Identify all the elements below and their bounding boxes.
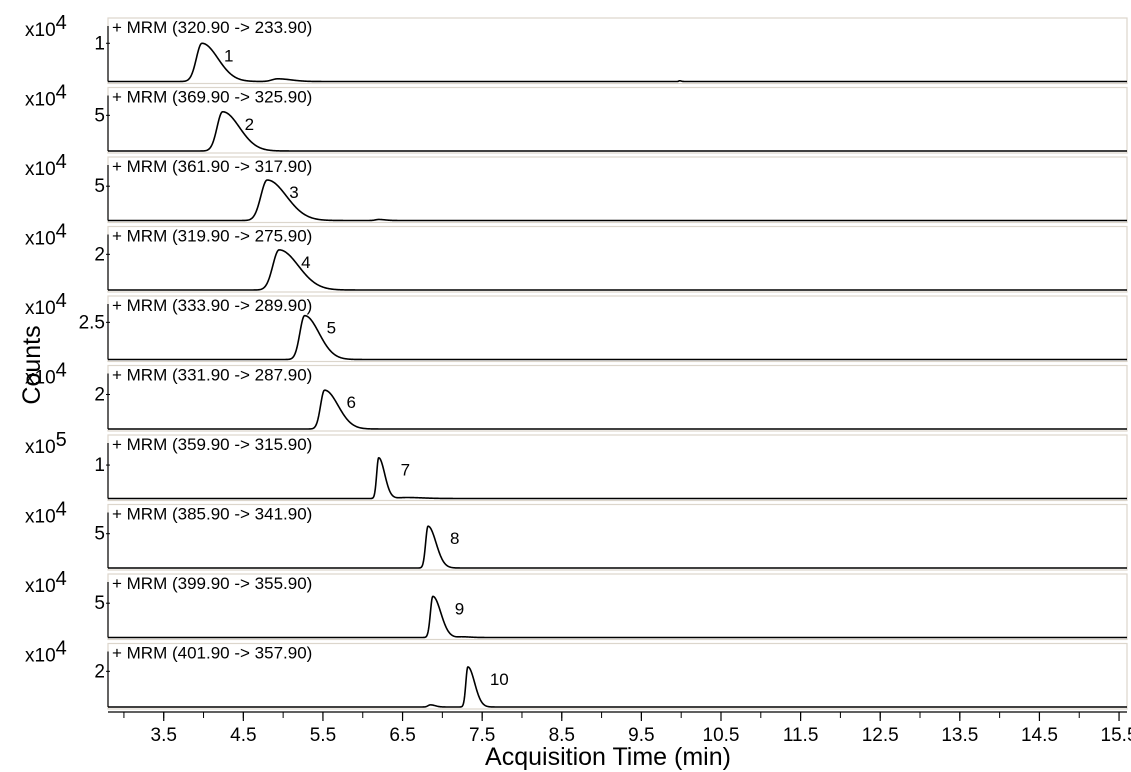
panel-exponent-label: x104 bbox=[25, 638, 67, 667]
panel-y-tick-label: 2 bbox=[94, 384, 105, 405]
peak-label: 3 bbox=[289, 183, 298, 202]
peak-label: 5 bbox=[327, 319, 336, 338]
x-tick-label: 8.5 bbox=[549, 725, 575, 746]
exponent-base: x10 bbox=[25, 646, 56, 667]
x-tick-label: 7.5 bbox=[469, 725, 495, 746]
chromatogram-trace bbox=[107, 42, 1128, 83]
panel-exponent-label: x105 bbox=[25, 429, 67, 458]
panel-title: + MRM (361.90 -> 317.90) bbox=[112, 157, 312, 176]
x-tick-label: 14.5 bbox=[1021, 725, 1058, 746]
x-tick-label: 11.5 bbox=[783, 725, 819, 746]
x-axis-label: Acquisition Time (min) bbox=[485, 743, 731, 771]
x-tick-label: 5.5 bbox=[310, 725, 336, 746]
panel-y-tick-label: 5 bbox=[94, 524, 105, 545]
exponent-base: x10 bbox=[25, 437, 56, 458]
panel-y-tick-label: 1 bbox=[94, 455, 105, 476]
chromatogram-trace bbox=[107, 179, 1128, 222]
x-tick-label: 15.5 bbox=[1101, 725, 1131, 746]
chromatogram-trace bbox=[107, 249, 1128, 291]
peak-label: 7 bbox=[401, 461, 410, 480]
peak-label: 9 bbox=[455, 599, 464, 618]
peak-label: 8 bbox=[450, 529, 459, 548]
exponent-power: 4 bbox=[56, 638, 67, 660]
x-tick-label: 10.5 bbox=[703, 725, 740, 746]
panel-y-tick-label: 2.5 bbox=[79, 312, 105, 333]
panel-title: + MRM (359.90 -> 315.90) bbox=[112, 435, 312, 454]
panel-exponent-label: x104 bbox=[25, 221, 67, 250]
chromatogram-trace bbox=[107, 314, 1128, 361]
exponent-base: x10 bbox=[25, 20, 56, 41]
exponent-power: 5 bbox=[56, 429, 67, 451]
x-tick-label: 3.5 bbox=[151, 725, 177, 746]
panel-exponent-label: x104 bbox=[25, 290, 67, 319]
panel-exponent-label: x104 bbox=[25, 360, 67, 389]
panel-y-tick-label: 1 bbox=[94, 33, 105, 54]
x-tick-label: 4.5 bbox=[230, 725, 256, 746]
panel-title: + MRM (401.90 -> 357.90) bbox=[112, 644, 312, 663]
peak-label: 4 bbox=[301, 253, 310, 272]
x-tick-label: 13.5 bbox=[941, 725, 978, 746]
exponent-power: 4 bbox=[56, 360, 67, 382]
panel-title: + MRM (331.90 -> 287.90) bbox=[112, 366, 312, 385]
panel-exponent-label: x104 bbox=[25, 499, 67, 528]
panel-title: + MRM (369.90 -> 325.90) bbox=[112, 88, 312, 107]
exponent-power: 4 bbox=[56, 221, 67, 243]
x-tick-label: 6.5 bbox=[389, 725, 415, 746]
exponent-base: x10 bbox=[25, 507, 56, 528]
exponent-power: 4 bbox=[56, 499, 67, 521]
panel-title: + MRM (399.90 -> 355.90) bbox=[112, 574, 312, 593]
exponent-base: x10 bbox=[25, 298, 56, 319]
panel-5: x104 + MRM (333.90 -> 289.90) 2.5 5 bbox=[25, 290, 1128, 363]
chromatogram-trace bbox=[107, 666, 1128, 708]
x-tick-label: 12.5 bbox=[862, 725, 899, 746]
panel-y-tick-label: 5 bbox=[94, 176, 105, 197]
exponent-power: 4 bbox=[56, 12, 67, 34]
y-axis-label: Counts bbox=[18, 325, 46, 404]
peak-label: 10 bbox=[490, 670, 509, 689]
panel-10: x104 + MRM (401.90 -> 357.90) 2 10 bbox=[25, 638, 1128, 710]
panel-exponent-label: x104 bbox=[25, 82, 67, 111]
exponent-power: 4 bbox=[56, 151, 67, 173]
exponent-base: x10 bbox=[25, 90, 56, 111]
panel-y-tick-label: 2 bbox=[94, 244, 105, 265]
chromatogram-trace bbox=[107, 456, 1128, 500]
exponent-power: 4 bbox=[56, 568, 67, 590]
panel-y-tick-label: 5 bbox=[94, 593, 105, 614]
panel-9: x104 + MRM (399.90 -> 355.90) 5 9 bbox=[25, 568, 1128, 641]
x-axis: 3.5 4.5 5.5 6.5 7.5 8.5 9.5 10.5 11.5 12.5 13.5 14.… bbox=[108, 711, 1131, 746]
panel-y-tick-label: 5 bbox=[94, 105, 105, 126]
exponent-power: 4 bbox=[56, 82, 67, 104]
exponent-base: x10 bbox=[25, 368, 56, 389]
panel-4: x104 + MRM (319.90 -> 275.90)2 4 bbox=[25, 221, 1128, 293]
peak-label: 6 bbox=[347, 393, 356, 412]
panel-title: + MRM (320.90 -> 233.90) bbox=[112, 18, 312, 37]
exponent-power: 4 bbox=[56, 290, 67, 312]
panel-3: x104 + MRM (361.90 -> 317.90) 5 3 bbox=[25, 151, 1128, 224]
peak-label: 1 bbox=[224, 46, 233, 65]
x-tick-label: 9.5 bbox=[628, 725, 654, 746]
chromatogram-trace bbox=[107, 110, 1128, 152]
panel-6: x104 + MRM (331.90 -> 287.90) 2 6 bbox=[25, 360, 1128, 432]
panel-8: x104 + MRM (385.90 -> 341.90) 5 8 bbox=[25, 499, 1128, 571]
panel-title: + MRM (333.90 -> 289.90) bbox=[112, 296, 312, 315]
panel-exponent-label: x104 bbox=[25, 151, 67, 180]
panel-2: x104 + MRM (369.90 -> 325.90) 5 2 bbox=[25, 82, 1128, 154]
exponent-base: x10 bbox=[25, 159, 56, 180]
chromatogram-trace bbox=[107, 595, 1128, 639]
panel-title: + MRM (385.90 -> 341.90) bbox=[112, 505, 312, 524]
peak-label: 2 bbox=[245, 115, 254, 134]
panel-1: x104 + MRM (320.90 -> 233.90) 1 1 bbox=[25, 12, 1128, 85]
panel-y-tick-label: 2 bbox=[94, 661, 105, 682]
panel-exponent-label: x104 bbox=[25, 568, 67, 597]
chromatogram-trace bbox=[107, 525, 1128, 569]
exponent-base: x10 bbox=[25, 229, 56, 250]
panel-7: x105 + MRM (359.90 -> 315.90) 1 7 bbox=[25, 429, 1128, 502]
panel-exponent-label: x104 bbox=[25, 12, 67, 41]
panel-title: + MRM (319.90 -> 275.90) bbox=[112, 227, 312, 246]
exponent-base: x10 bbox=[25, 576, 56, 597]
chromatogram-trace bbox=[107, 389, 1128, 430]
